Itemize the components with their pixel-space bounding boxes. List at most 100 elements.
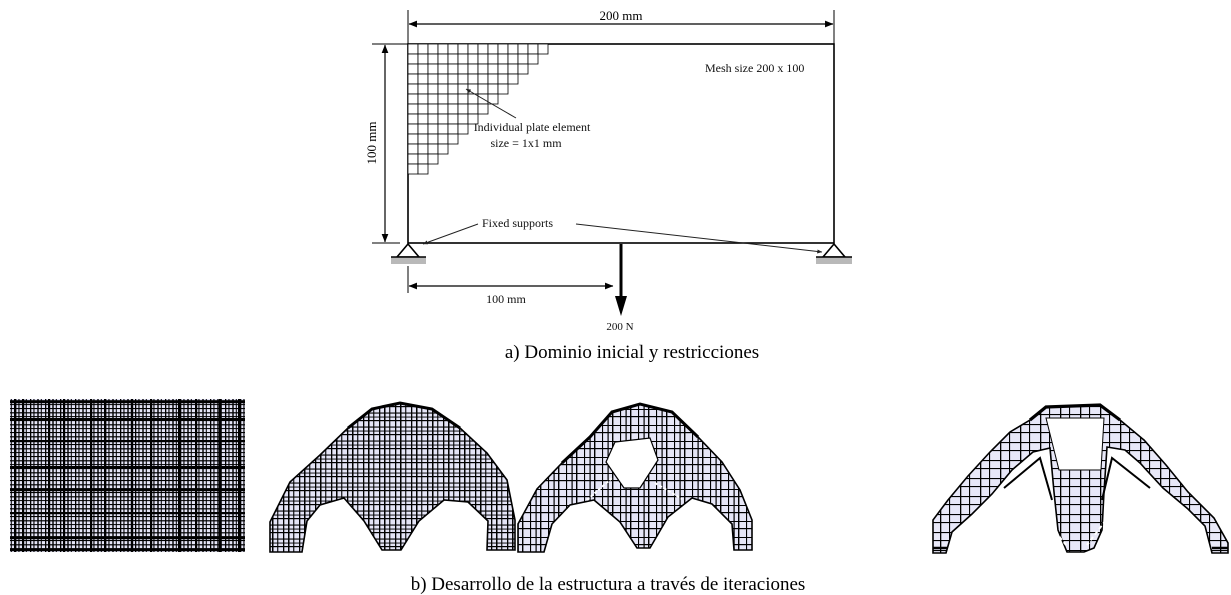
mesh-cell: [537, 43, 549, 55]
mesh-cell: [447, 83, 459, 95]
mesh-cell: [417, 73, 429, 85]
mesh-cell: [427, 93, 439, 105]
mesh-cell: [407, 153, 419, 165]
mesh-cell: [407, 43, 419, 55]
mesh-cell: [427, 143, 439, 155]
mesh-cell: [477, 83, 489, 95]
mesh-cell: [437, 73, 449, 85]
mesh-cell: [427, 103, 439, 115]
support-left: [391, 242, 426, 264]
mesh-cell: [417, 163, 429, 175]
mesh-cell: [467, 113, 479, 125]
mesh-cell: [437, 133, 449, 145]
mesh-cell: [427, 63, 439, 75]
mesh-cell: [427, 133, 439, 145]
panel-a-initial-domain: 200 mm 100 mm Mesh size 200 x 100 Indivi…: [364, 8, 852, 363]
mesh-cell: [457, 63, 469, 75]
mesh-cell: [447, 73, 459, 85]
mesh-cell: [407, 103, 419, 115]
element-label-line-1: Individual plate element: [474, 120, 591, 134]
mesh-cell: [447, 63, 459, 75]
support-leader-right: [575, 223, 823, 254]
height-dimension-label: 100 mm: [364, 122, 379, 165]
load-offset-dimension: 100 mm: [407, 266, 614, 306]
mesh-cell: [507, 43, 519, 55]
mesh-cell: [467, 53, 479, 65]
iteration-3: [517, 402, 753, 553]
mesh-cell: [447, 103, 459, 115]
mesh-cell: [437, 63, 449, 75]
fixed-supports-label: Fixed supports: [482, 216, 553, 230]
element-leader-line: [465, 88, 517, 119]
mesh-cell: [477, 73, 489, 85]
load-arrow: [615, 244, 627, 316]
mesh-cell: [487, 73, 499, 85]
mesh-cell: [487, 63, 499, 75]
mesh-cell: [407, 113, 419, 125]
mesh-cell: [507, 73, 519, 85]
mesh-cell: [497, 73, 509, 85]
mesh-cell: [457, 93, 469, 105]
caption-b: b) Desarrollo de la estructura a través …: [411, 574, 806, 595]
mesh-cell: [437, 53, 449, 65]
mesh-cell: [437, 143, 449, 155]
mesh-cell: [447, 53, 459, 65]
mesh-cell: [427, 53, 439, 65]
load-offset-label: 100 mm: [486, 292, 526, 306]
element-mesh-sample: [407, 43, 549, 175]
mesh-cell: [457, 103, 469, 115]
mesh-cell: [517, 63, 529, 75]
mesh-cell: [407, 143, 419, 155]
mesh-cell: [517, 43, 529, 55]
element-label-line-2: size = 1x1 mm: [490, 136, 562, 150]
panel-b-iterations: b) Desarrollo de la estructura a través …: [10, 399, 1229, 595]
mesh-cell: [477, 63, 489, 75]
mesh-cell: [487, 43, 499, 55]
load-label: 200 N: [606, 321, 633, 333]
mesh-cell: [437, 103, 449, 115]
support-right: [816, 242, 852, 264]
mesh-cell: [477, 103, 489, 115]
mesh-cell: [517, 53, 529, 65]
mesh-cell: [407, 73, 419, 85]
mesh-cell: [477, 43, 489, 55]
mesh-cell: [407, 163, 419, 175]
mesh-cell: [467, 43, 479, 55]
mesh-cell: [447, 43, 459, 55]
mesh-cell: [417, 43, 429, 55]
mesh-cell: [447, 133, 459, 145]
mesh-cell: [447, 113, 459, 125]
mesh-cell: [417, 53, 429, 65]
mesh-cell: [437, 43, 449, 55]
mesh-cell: [467, 73, 479, 85]
iteration-2: [269, 401, 516, 553]
mesh-cell: [407, 83, 419, 95]
mesh-cell: [407, 123, 419, 135]
mesh-cell: [487, 83, 499, 95]
iteration-1: [10, 399, 245, 552]
mesh-cell: [467, 103, 479, 115]
mesh-cell: [427, 113, 439, 125]
mesh-cell: [487, 53, 499, 65]
mesh-cell: [417, 113, 429, 125]
mesh-cell: [457, 123, 469, 135]
mesh-cell: [417, 123, 429, 135]
mesh-cell: [497, 53, 509, 65]
width-dimension-label: 200 mm: [600, 8, 643, 23]
mesh-cell: [417, 93, 429, 105]
mesh-cell: [427, 123, 439, 135]
mesh-cell: [437, 93, 449, 105]
mesh-cell: [457, 113, 469, 125]
mesh-cell: [497, 43, 509, 55]
mesh-cell: [417, 103, 429, 115]
mesh-cell: [437, 113, 449, 125]
iteration-4: [932, 403, 1229, 554]
mesh-cell: [417, 83, 429, 95]
mesh-cell: [407, 63, 419, 75]
mesh-cell: [487, 93, 499, 105]
mesh-cell: [497, 83, 509, 95]
mesh-cell: [527, 53, 539, 65]
mesh-cell: [437, 83, 449, 95]
height-dimension: 100 mm: [364, 43, 408, 244]
